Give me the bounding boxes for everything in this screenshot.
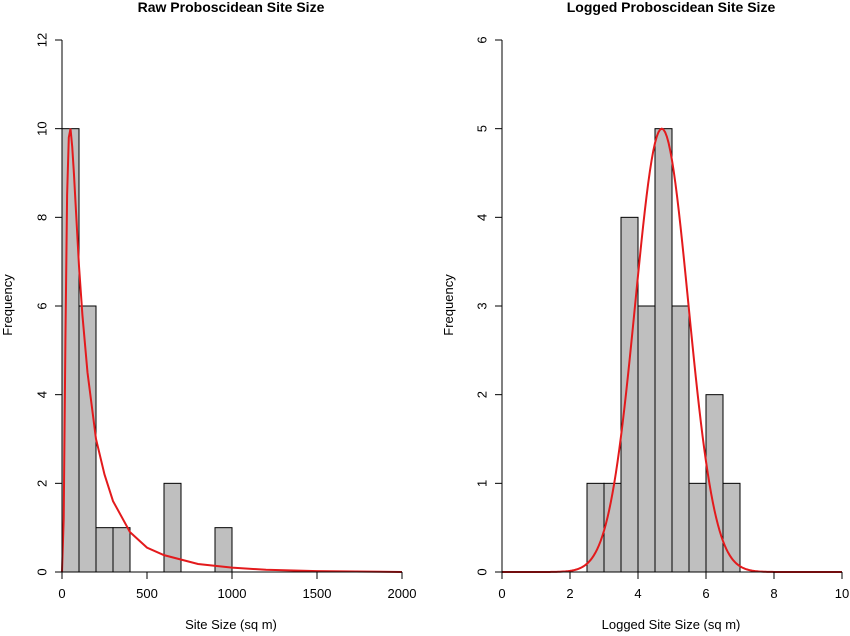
- chart-logged-site-size: Logged Proboscidean Site Size Logged Sit…: [441, 0, 849, 632]
- y-axis: 0 2 4 6 8 10 12: [35, 33, 63, 576]
- x-tick-label: 2000: [388, 586, 417, 601]
- y-tick-label: 2: [475, 391, 490, 398]
- histogram-bar: [654, 128, 673, 573]
- y-tick-label: 6: [475, 36, 490, 43]
- y-tick-label: 8: [35, 214, 50, 221]
- x-tick-label: 1000: [218, 586, 247, 601]
- chart-raw-site-size: Raw Proboscidean Site Size Site Size (sq…: [0, 0, 416, 632]
- histogram-bar: [78, 305, 97, 573]
- x-axis-label: Logged Site Size (sq m): [602, 617, 741, 632]
- chart-title: Raw Proboscidean Site Size: [138, 0, 325, 15]
- y-tick-label: 12: [35, 33, 50, 47]
- histogram-bar: [95, 527, 114, 573]
- y-tick-label: 4: [35, 391, 50, 398]
- y-axis-label: Frequency: [441, 274, 456, 336]
- x-tick-label: 500: [136, 586, 158, 601]
- histogram-bar: [637, 305, 656, 573]
- y-tick-label: 0: [35, 568, 50, 575]
- y-tick-label: 6: [35, 302, 50, 309]
- y-tick-label: 5: [475, 125, 490, 132]
- histogram-bar: [112, 527, 131, 573]
- x-tick-label: 2: [566, 586, 573, 601]
- x-tick-label: 0: [58, 586, 65, 601]
- histogram-bar: [586, 482, 605, 573]
- chart-title: Logged Proboscidean Site Size: [567, 0, 776, 15]
- x-axis-label: Site Size (sq m): [185, 617, 277, 632]
- y-tick-label: 4: [475, 214, 490, 221]
- histogram-bar: [620, 216, 639, 573]
- y-axis: 0 1 2 3 4 5 6: [475, 36, 503, 576]
- histogram-bar: [671, 305, 690, 573]
- x-tick-label: 8: [770, 586, 777, 601]
- x-tick-label: 0: [498, 586, 505, 601]
- histogram-bars: [61, 128, 233, 573]
- x-tick-label: 6: [702, 586, 709, 601]
- y-axis-label: Frequency: [0, 274, 15, 336]
- x-tick-label: 1500: [303, 586, 332, 601]
- y-tick-label: 2: [35, 480, 50, 487]
- density-curve: [61, 128, 403, 573]
- histogram-bar: [688, 482, 707, 573]
- x-axis: 0 500 1000 1500 2000: [58, 571, 417, 601]
- x-axis: 0 2 4 6 8 10: [498, 571, 849, 601]
- y-tick-label: 10: [35, 121, 50, 135]
- y-tick-label: 1: [475, 480, 490, 487]
- x-tick-label: 4: [634, 586, 641, 601]
- x-tick-label: 10: [835, 586, 849, 601]
- y-tick-label: 3: [475, 302, 490, 309]
- y-tick-label: 0: [475, 568, 490, 575]
